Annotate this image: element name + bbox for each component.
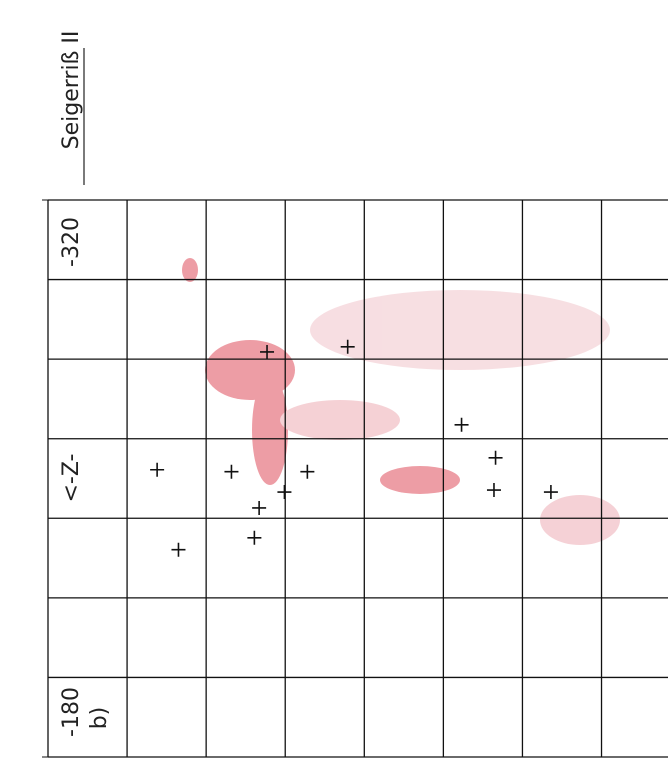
point: [247, 531, 261, 545]
cloud: [540, 495, 620, 545]
point: [150, 463, 164, 477]
point: [487, 483, 501, 497]
y-tick-label: -320: [59, 217, 84, 267]
point: [277, 485, 291, 499]
page: Seigerriß II <-Z- b) -320-180 (() => { c…: [0, 0, 668, 764]
chart-title: Seigerriß II: [59, 31, 84, 150]
point: [544, 485, 558, 499]
chart: Seigerriß II <-Z- b) -320 -180: [0, 0, 668, 764]
point: [224, 465, 238, 479]
point: [489, 451, 503, 465]
point: [455, 418, 469, 432]
y-tick-label: -180: [59, 687, 84, 737]
cloud: [280, 400, 400, 440]
point: [171, 543, 185, 557]
cloud: [310, 290, 610, 370]
density-clouds: [182, 258, 620, 545]
cloud: [380, 466, 460, 494]
point: [252, 501, 266, 515]
point: [300, 465, 314, 479]
panel-label: b): [87, 707, 112, 730]
y-axis-label: <-Z-: [59, 454, 84, 503]
cloud: [182, 258, 198, 282]
cloud: [252, 375, 288, 485]
